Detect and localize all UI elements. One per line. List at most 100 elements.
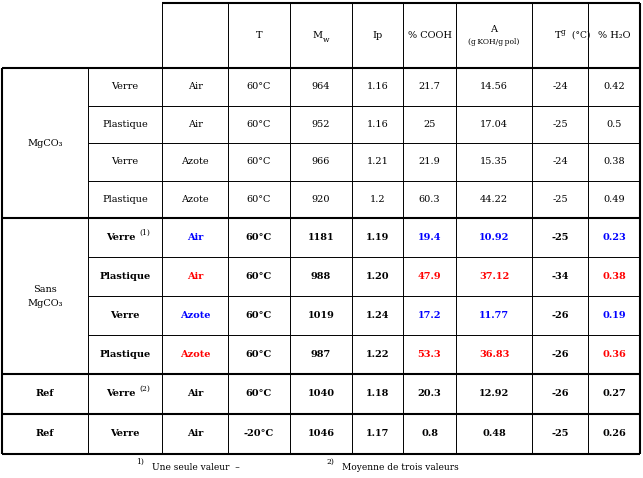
Text: 12.92: 12.92 xyxy=(479,390,509,399)
Text: 60.3: 60.3 xyxy=(419,195,440,204)
Text: M: M xyxy=(313,31,323,40)
Text: (2): (2) xyxy=(139,385,150,393)
Text: 1040: 1040 xyxy=(307,390,334,399)
Text: % H₂O: % H₂O xyxy=(598,31,630,40)
Text: 19.4: 19.4 xyxy=(418,233,441,242)
Text: 1.17: 1.17 xyxy=(366,430,389,438)
Text: (g KOH/g pol): (g KOH/g pol) xyxy=(468,37,520,45)
Text: Air: Air xyxy=(187,430,203,438)
Text: 60°C: 60°C xyxy=(246,350,272,359)
Text: Azote: Azote xyxy=(180,311,210,320)
Text: 21.9: 21.9 xyxy=(419,157,440,166)
Text: 0.8: 0.8 xyxy=(421,430,438,438)
Text: Verre: Verre xyxy=(111,157,138,166)
Text: Plastique: Plastique xyxy=(102,120,148,129)
Text: 966: 966 xyxy=(312,157,331,166)
Text: 37.12: 37.12 xyxy=(479,272,509,281)
Text: 60°C: 60°C xyxy=(247,120,271,129)
Text: 36.83: 36.83 xyxy=(479,350,509,359)
Text: -24: -24 xyxy=(552,82,568,91)
Text: Verre: Verre xyxy=(110,430,140,438)
Text: 0.42: 0.42 xyxy=(603,82,625,91)
Text: Moyenne de trois valeurs: Moyenne de trois valeurs xyxy=(342,463,458,471)
Text: 0.38: 0.38 xyxy=(603,157,625,166)
Text: Air: Air xyxy=(187,233,203,242)
Text: 1.18: 1.18 xyxy=(366,390,389,399)
Text: Azote: Azote xyxy=(181,157,209,166)
Text: Air: Air xyxy=(188,120,203,129)
Text: 17.2: 17.2 xyxy=(418,311,441,320)
Text: 10.92: 10.92 xyxy=(479,233,509,242)
Text: MgCO₃: MgCO₃ xyxy=(27,139,63,148)
Text: Plastique: Plastique xyxy=(100,350,150,359)
Text: Azote: Azote xyxy=(181,195,209,204)
Text: 1.2: 1.2 xyxy=(370,195,385,204)
Text: T: T xyxy=(256,31,262,40)
Text: 60°C: 60°C xyxy=(247,157,271,166)
Text: -25: -25 xyxy=(551,430,569,438)
Text: 15.35: 15.35 xyxy=(480,157,508,166)
Text: 952: 952 xyxy=(312,120,331,129)
Text: 920: 920 xyxy=(312,195,331,204)
Text: % COOH: % COOH xyxy=(408,31,451,40)
Text: 53.3: 53.3 xyxy=(418,350,441,359)
Text: -25: -25 xyxy=(552,120,568,129)
Text: Air: Air xyxy=(188,82,203,91)
Text: -20°C: -20°C xyxy=(244,430,274,438)
Text: 1.16: 1.16 xyxy=(367,120,388,129)
Text: 964: 964 xyxy=(312,82,331,91)
Text: 0.27: 0.27 xyxy=(602,390,626,399)
Text: 60°C: 60°C xyxy=(247,82,271,91)
Text: Plastique: Plastique xyxy=(102,195,148,204)
Text: 988: 988 xyxy=(311,272,331,281)
Text: -25: -25 xyxy=(551,233,569,242)
Text: 1181: 1181 xyxy=(308,233,334,242)
Text: Azote: Azote xyxy=(180,350,210,359)
Text: Ref: Ref xyxy=(36,390,54,399)
Text: 1.24: 1.24 xyxy=(366,311,389,320)
Text: (°C): (°C) xyxy=(569,31,590,40)
Text: 60°C: 60°C xyxy=(246,311,272,320)
Text: (1): (1) xyxy=(139,228,150,237)
Text: -34: -34 xyxy=(551,272,569,281)
Text: 2): 2) xyxy=(326,458,334,466)
Text: 1): 1) xyxy=(136,458,144,466)
Text: 20.3: 20.3 xyxy=(417,390,441,399)
Text: A: A xyxy=(491,25,498,34)
Text: 60°C: 60°C xyxy=(246,390,272,399)
Text: Verre: Verre xyxy=(110,311,140,320)
Text: 1.21: 1.21 xyxy=(367,157,388,166)
Text: 21.7: 21.7 xyxy=(419,82,440,91)
Text: 0.5: 0.5 xyxy=(606,120,622,129)
Text: Verre: Verre xyxy=(111,82,138,91)
Text: 60°C: 60°C xyxy=(247,195,271,204)
Text: 0.26: 0.26 xyxy=(602,430,626,438)
Text: 1019: 1019 xyxy=(307,311,334,320)
Text: T: T xyxy=(555,31,561,40)
Text: -25: -25 xyxy=(552,195,568,204)
Text: 44.22: 44.22 xyxy=(480,195,508,204)
Text: 60°C: 60°C xyxy=(246,272,272,281)
Text: Plastique: Plastique xyxy=(100,272,150,281)
Text: Air: Air xyxy=(187,390,203,399)
Text: 0.48: 0.48 xyxy=(482,430,506,438)
Text: Verre: Verre xyxy=(106,233,136,242)
Text: 1.16: 1.16 xyxy=(367,82,388,91)
Text: Verre: Verre xyxy=(106,390,136,399)
Text: 14.56: 14.56 xyxy=(480,82,508,91)
Text: 1046: 1046 xyxy=(307,430,334,438)
Text: Ref: Ref xyxy=(36,430,54,438)
Text: 47.9: 47.9 xyxy=(418,272,441,281)
Text: -24: -24 xyxy=(552,157,568,166)
Text: 0.23: 0.23 xyxy=(602,233,626,242)
Text: 0.19: 0.19 xyxy=(602,311,626,320)
Text: Sans: Sans xyxy=(33,285,57,294)
Text: g: g xyxy=(561,28,565,35)
Text: 0.38: 0.38 xyxy=(602,272,626,281)
Text: 0.36: 0.36 xyxy=(602,350,626,359)
Text: Une seule valeur  –: Une seule valeur – xyxy=(152,463,240,471)
Text: 17.04: 17.04 xyxy=(480,120,508,129)
Text: 1.19: 1.19 xyxy=(366,233,389,242)
Text: 987: 987 xyxy=(311,350,331,359)
Text: w: w xyxy=(323,35,329,43)
